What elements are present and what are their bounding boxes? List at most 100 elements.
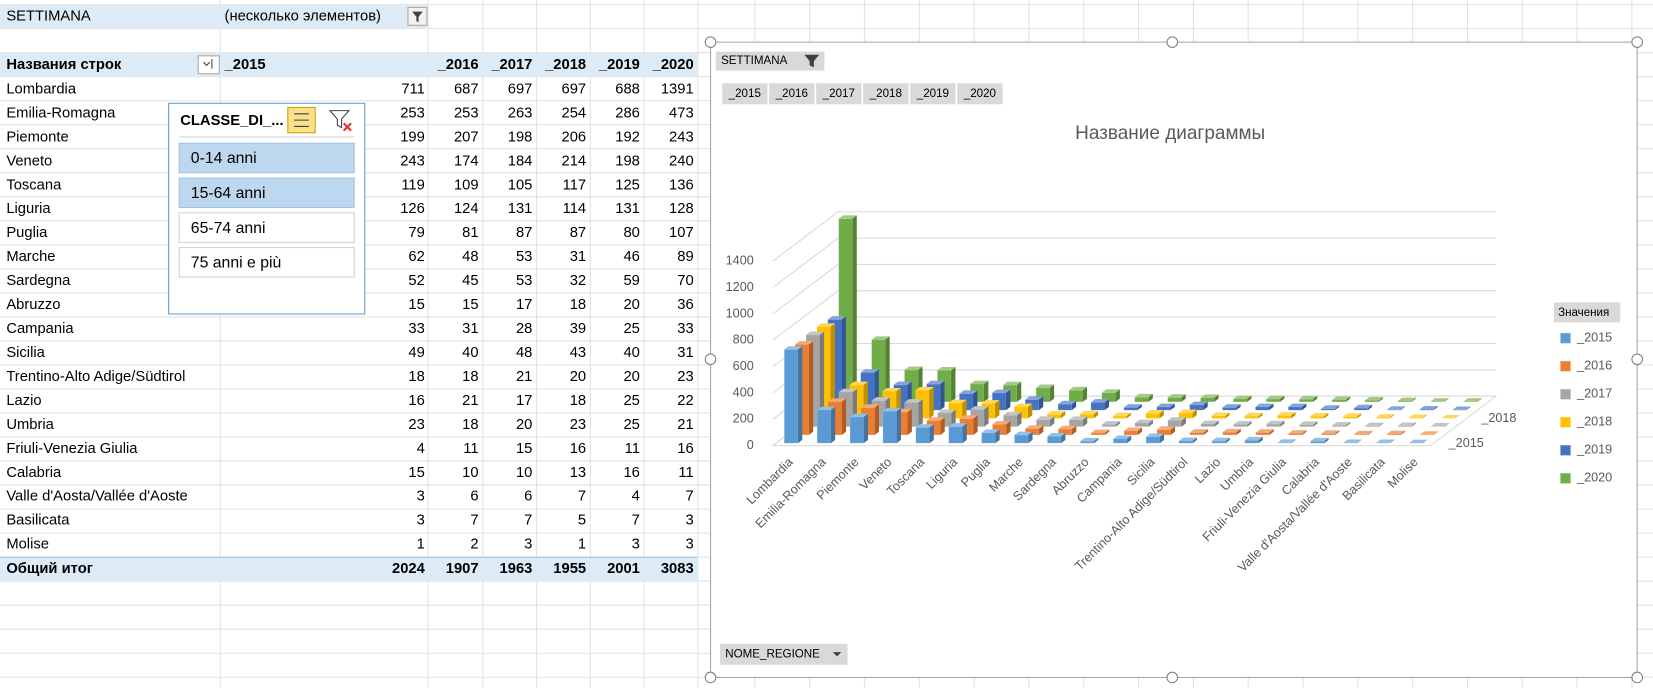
bar-top-light — [1101, 389, 1120, 393]
bar-side — [1291, 439, 1296, 444]
bar-front — [1408, 417, 1423, 419]
bar-side — [1214, 394, 1219, 402]
cell-value: 214 — [562, 153, 587, 169]
bar-side — [1181, 394, 1186, 402]
bar — [1047, 433, 1066, 444]
bar-side-shade — [929, 424, 934, 444]
bar-side — [1148, 419, 1153, 427]
bar-front — [1134, 422, 1149, 427]
bar-side — [1104, 399, 1109, 411]
bar-top — [981, 400, 1000, 404]
bar-side-shade — [1335, 430, 1340, 435]
total-value: 2024 — [392, 561, 426, 577]
bar-top-light — [959, 390, 978, 394]
sort-icon[interactable] — [197, 55, 220, 75]
bar-top — [1090, 399, 1109, 403]
resize-handle[interactable] — [704, 671, 717, 684]
cell-value: 39 — [570, 321, 586, 337]
filter-field: SETTIMANA — [6, 9, 91, 25]
bar-side-shade — [973, 390, 978, 411]
bar-side — [1411, 397, 1416, 402]
bar-side-shade — [1302, 430, 1307, 435]
multiselect-icon[interactable] — [287, 106, 316, 134]
bar — [1375, 414, 1395, 419]
bar-top-light — [1113, 435, 1132, 439]
resize-handle[interactable] — [1166, 36, 1179, 48]
cell-value: 59 — [623, 273, 639, 289]
cell-value: 43 — [570, 345, 586, 361]
bar-side-shade — [1049, 416, 1055, 427]
slicer-item[interactable]: 15-64 anni — [178, 177, 355, 209]
slicer-item[interactable]: 65-74 anni — [178, 212, 355, 243]
row-label: Valle d'Aosta/Vallée d'Aoste — [6, 489, 187, 505]
slicer-item[interactable]: 0-14 anni — [178, 142, 355, 174]
cell-value: 15 — [408, 297, 424, 313]
cell-value: 124 — [454, 201, 479, 217]
bar-top-light — [1211, 412, 1230, 416]
bar — [1123, 427, 1143, 436]
bar-side-shade — [1247, 421, 1252, 427]
bar-top-light — [948, 423, 967, 427]
legend-label: _2018 — [1576, 415, 1612, 429]
resize-handle[interactable] — [704, 36, 717, 48]
bar-top — [1244, 412, 1263, 417]
bar-side — [1093, 437, 1099, 444]
bar-side-shade — [1137, 404, 1142, 411]
bar — [1310, 437, 1329, 444]
cell-value: 53 — [516, 273, 532, 289]
bar-top-light — [1102, 421, 1121, 425]
axis-field-button[interactable]: NOME_REGIONE — [720, 643, 848, 665]
bar — [1386, 430, 1406, 436]
series-field-button[interactable]: _2016 — [769, 83, 815, 105]
series-field-button[interactable]: _2020 — [957, 83, 1003, 105]
bar-top-light — [1211, 437, 1230, 442]
bar-top — [1299, 395, 1318, 400]
series-field-button[interactable]: _2018 — [863, 83, 909, 105]
bar-top-light — [1003, 381, 1022, 386]
bar-top — [1134, 419, 1153, 424]
bar-top-light — [1036, 384, 1055, 388]
bar-side — [1225, 412, 1230, 419]
chart-filter-button[interactable]: SETTIMANA — [715, 51, 825, 71]
filter-icon[interactable] — [407, 6, 428, 26]
series-field-button[interactable]: _2019 — [910, 83, 956, 105]
resize-handle[interactable] — [1166, 671, 1179, 684]
bar-top — [1178, 437, 1197, 441]
legend-label: _2016 — [1576, 359, 1612, 373]
slicer-item[interactable]: 75 anni e più — [178, 247, 355, 278]
clear-filter-icon[interactable] — [328, 110, 352, 132]
bar — [1255, 403, 1274, 411]
resize-handle[interactable] — [704, 353, 717, 366]
bar — [1156, 426, 1175, 436]
cell-value: 119 — [401, 177, 425, 193]
bar — [1079, 410, 1099, 419]
bar-top-light — [1178, 409, 1197, 413]
bar-top-light — [1288, 430, 1307, 434]
cell-value: 15 — [462, 297, 478, 313]
resize-handle[interactable] — [1631, 36, 1643, 48]
legend-title-button[interactable]: Значения — [1553, 302, 1621, 323]
legend-swatch — [1559, 388, 1572, 401]
bar-front — [1112, 438, 1128, 444]
series-field-button[interactable]: _2015 — [722, 83, 768, 105]
bar-side — [1367, 430, 1373, 435]
series-field-button[interactable]: _2017 — [816, 83, 862, 105]
bar — [849, 413, 869, 444]
bar-top — [1233, 421, 1252, 425]
bar-side-shade — [1126, 435, 1132, 444]
bar-top — [1288, 403, 1307, 407]
resize-handle[interactable] — [1631, 671, 1643, 684]
cell-value: 3 — [685, 513, 693, 529]
bar-top-light — [849, 381, 868, 385]
resize-handle[interactable] — [1631, 353, 1643, 366]
bar-top-light — [1299, 395, 1318, 400]
bar-top — [838, 215, 857, 219]
bar-top-light — [1441, 415, 1460, 419]
cell-value: 15 — [408, 465, 424, 481]
bar — [1233, 395, 1252, 403]
bar-front — [1134, 396, 1149, 403]
slicer-item-box — [178, 247, 355, 278]
column-header: _2020 — [652, 57, 694, 73]
bar — [1320, 405, 1340, 411]
bar-side-shade — [1324, 437, 1329, 444]
